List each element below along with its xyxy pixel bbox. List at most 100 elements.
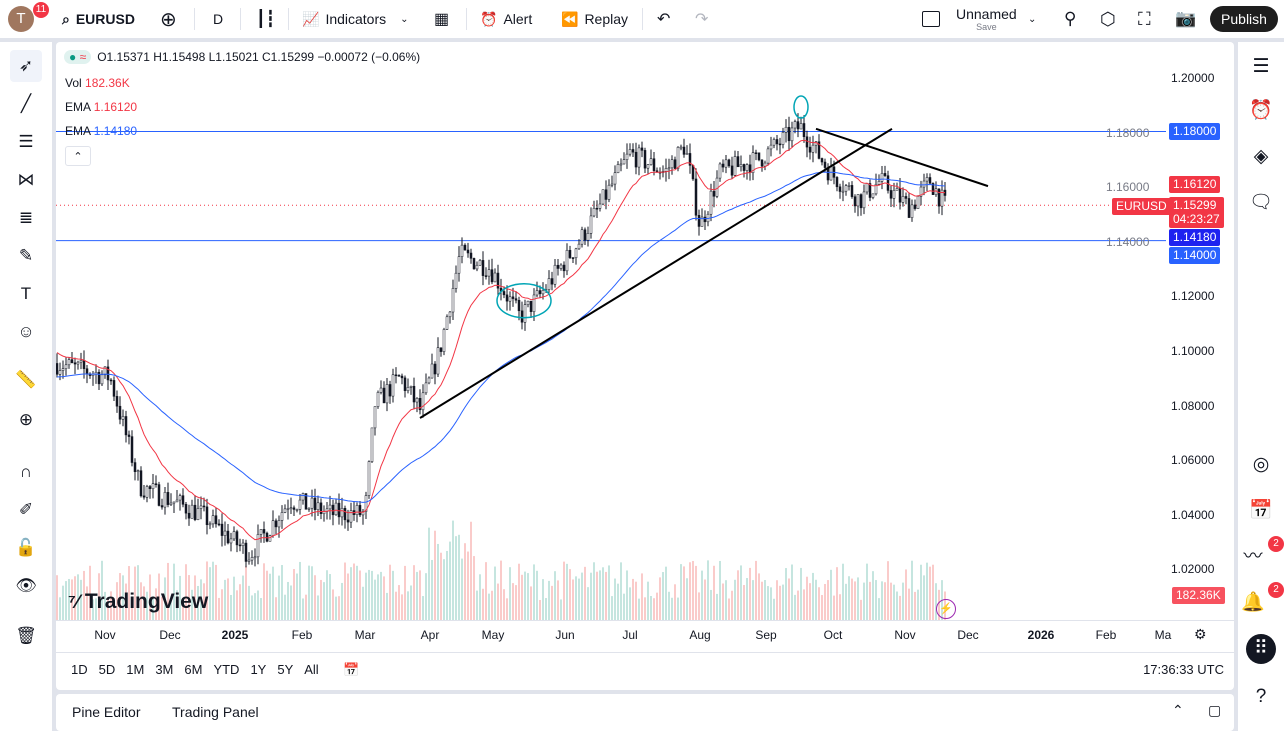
trendline-icon[interactable]: ╱ [20, 94, 32, 113]
layout-chevron-icon[interactable]: ⌄ [1028, 13, 1037, 25]
symbol-search[interactable]: ⌕ EURUSD [62, 10, 135, 28]
chat-icon[interactable]: 🗨 [1248, 192, 1274, 213]
candle-body [370, 427, 374, 462]
speedometer-icon[interactable]: ◎ [1252, 454, 1270, 475]
expand-panel-icon[interactable]: ⌃ [1172, 702, 1184, 718]
ruler-icon[interactable]: 📏 [15, 370, 37, 389]
layers-icon[interactable]: ◈ [1253, 146, 1269, 167]
range-all[interactable]: All [304, 662, 319, 677]
avatar[interactable]: T [8, 6, 34, 32]
volume-bar [92, 599, 94, 620]
candle-body [127, 434, 131, 437]
candle-body [547, 278, 551, 290]
time-tick: Apr [420, 628, 440, 642]
compare-add-icon[interactable]: ⊕ [160, 8, 177, 31]
range-3m[interactable]: 3M [155, 662, 174, 677]
candle-body [256, 534, 260, 558]
volume-bar [272, 566, 274, 620]
layout-icon[interactable] [922, 0, 940, 38]
fullscreen-icon[interactable]: ⛶ [1138, 8, 1151, 29]
apps-icon[interactable]: ⠿ [1246, 634, 1276, 664]
volume-bar [608, 565, 610, 620]
pattern-icon[interactable]: ⋈ [17, 170, 35, 189]
legend-ema-slow[interactable]: EMA 1.14180 [65, 124, 138, 138]
downtrend-line [815, 127, 989, 188]
clock[interactable]: 17:36:33 UTC [1143, 662, 1224, 677]
candle-body [196, 508, 200, 520]
tab-pine-editor[interactable]: Pine Editor [72, 704, 141, 720]
candles-icon[interactable]: ┃┇ [256, 11, 276, 28]
candle-body [226, 530, 230, 544]
candle-body [376, 392, 380, 407]
templates-icon[interactable]: ▦ [434, 11, 450, 28]
candle-body [559, 264, 563, 269]
eye-icon[interactable]: 👁 [15, 576, 37, 595]
redo-icon[interactable]: ↷ [695, 11, 709, 28]
candle-body [331, 504, 335, 516]
watchlist-icon[interactable]: ☰ [1252, 56, 1270, 77]
goto-date-icon[interactable]: 📅 [343, 662, 360, 677]
range-1m[interactable]: 1M [126, 662, 145, 677]
layout-name[interactable]: Unnamed Save [956, 6, 1017, 32]
lock-icon[interactable]: 🔓 [15, 538, 37, 557]
lock-drawing-icon[interactable]: ✐ [18, 500, 34, 519]
camera-icon[interactable]: 📷 [1175, 9, 1197, 28]
emoji-icon[interactable]: ☺ [17, 322, 35, 341]
maximize-panel-icon[interactable]: ▢ [1208, 702, 1222, 718]
candle-body [100, 374, 104, 385]
help-icon[interactable]: ? [1255, 686, 1267, 707]
calendar-icon[interactable]: 📅 [1249, 500, 1273, 521]
fib-icon[interactable]: ≣ [18, 208, 34, 227]
volume-bar [209, 567, 211, 620]
text-icon[interactable]: T [20, 284, 32, 303]
alert-button[interactable]: ⏰ Alert [480, 10, 533, 28]
axis-settings-icon[interactable]: ⚙ [1194, 626, 1207, 642]
candle-body [163, 492, 167, 508]
price-chart[interactable] [56, 42, 1234, 690]
candle-body [418, 398, 422, 411]
candle-body [277, 520, 281, 528]
candle-body [472, 258, 476, 270]
candle-body [145, 486, 149, 498]
brush-icon[interactable]: ✎ [18, 246, 34, 265]
volume-bar [512, 583, 514, 620]
range-1y[interactable]: 1Y [250, 662, 267, 677]
magnet-icon[interactable]: ∩ [19, 462, 33, 481]
range-5d[interactable]: 5D [98, 662, 116, 677]
candle-body [148, 486, 152, 489]
candle-body [550, 278, 554, 285]
quick-search-icon[interactable]: ⚲ [1064, 9, 1077, 28]
volume-bar [515, 585, 517, 620]
legend-ema-fast[interactable]: EMA 1.16120 [65, 100, 138, 114]
volume-bar [926, 562, 928, 620]
cursor-icon[interactable]: ➶ [10, 50, 42, 82]
zoom-in-icon[interactable]: ⊕ [18, 410, 34, 429]
chart-pane[interactable]: ● ≈ O1.15371 H1.15498 L1.15021 C1.15299 … [56, 42, 1234, 690]
range-6m[interactable]: 6M [184, 662, 203, 677]
interval-button[interactable]: D [213, 11, 224, 27]
volume-bar [839, 594, 841, 620]
collapse-legend-button[interactable]: ⌃ [65, 146, 91, 166]
settings-icon[interactable]: ⬡ [1100, 8, 1116, 29]
lightning-icon[interactable]: ⚡ [936, 599, 956, 619]
legend-volume[interactable]: Vol 182.36K [65, 76, 130, 90]
undo-icon[interactable]: ↶ [657, 11, 671, 28]
indicators-button[interactable]: 📈 Indicators ⌄ [302, 10, 409, 28]
alerts-icon[interactable]: ⏰ [1249, 100, 1273, 121]
candle-body [73, 362, 77, 365]
volume-bar [179, 575, 181, 620]
range-1d[interactable]: 1D [71, 662, 88, 677]
volume-bar [746, 578, 748, 620]
tab-trading-panel[interactable]: Trading Panel [172, 704, 259, 720]
range-5y[interactable]: 5Y [277, 662, 294, 677]
range-ytd[interactable]: YTD [213, 662, 240, 677]
horizontal-lines-icon[interactable]: ☰ [18, 132, 34, 151]
ideas-stream-icon[interactable]: 〰 [1243, 546, 1263, 567]
time-tick: 2026 [1027, 628, 1055, 642]
bell-icon[interactable]: 🔔 [1241, 592, 1265, 613]
publish-button[interactable]: Publish [1210, 6, 1278, 32]
trash-icon[interactable]: 🗑 [15, 626, 37, 645]
candle-body [763, 162, 767, 167]
volume-bar [764, 580, 766, 620]
replay-button[interactable]: ⏪ Replay [561, 10, 629, 28]
